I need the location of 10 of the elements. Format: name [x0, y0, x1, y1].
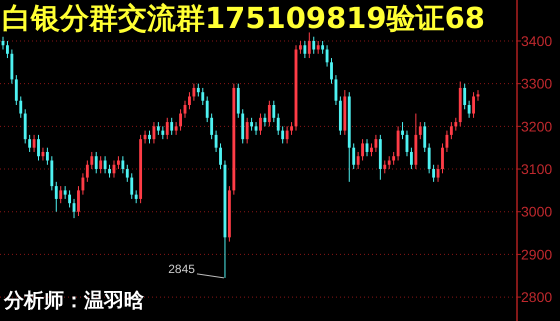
- y-tick-label: 3000: [521, 204, 552, 220]
- y-tick-label: 3100: [521, 161, 552, 178]
- y-tick-label: 3200: [521, 118, 552, 134]
- annotation: 2845: [168, 262, 196, 276]
- y-tick-label: 3300: [521, 76, 552, 92]
- chart-title: 白银分群交流群175109819验证68: [2, 1, 485, 35]
- y-tick-label: 3400: [521, 32, 552, 49]
- y-tick-label: 2800: [521, 289, 552, 306]
- y-tick-label: 2900: [521, 246, 552, 262]
- annotation: 分析师：温羽晗: [3, 288, 145, 312]
